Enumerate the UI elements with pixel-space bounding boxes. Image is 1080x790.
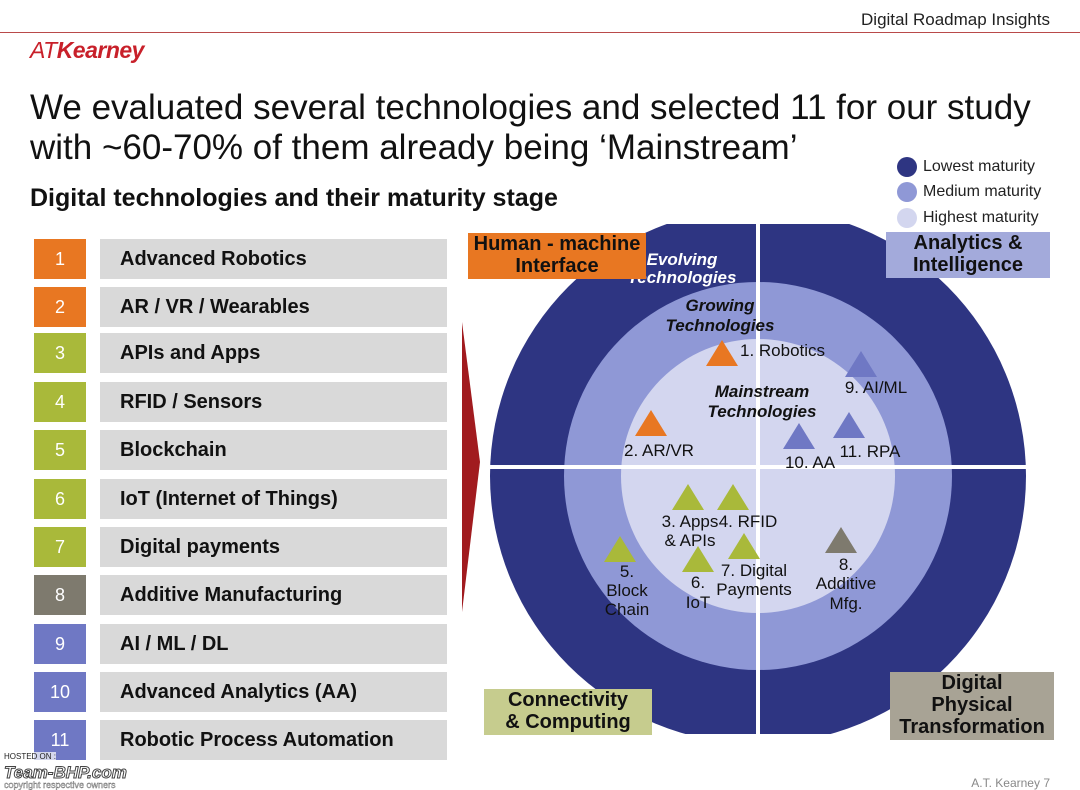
tech-number-3: 3 [34,333,86,373]
iot-marker-icon [682,546,714,572]
logo-prefix: AT [30,37,57,63]
quadrant-analytics-line1: Analytics & [913,232,1023,254]
aiml-marker-icon [845,351,877,377]
tech-number-5: 5 [34,430,86,470]
legend-dot-icon [897,157,917,177]
legend-item-medium: Medium maturity [897,181,1041,203]
ring-label-growing-1: Growing [686,296,756,315]
ring-label-growing-2: Technologies [666,316,775,335]
tech-number-2: 2 [34,287,86,327]
tech-label-7: Digital payments [100,527,447,567]
watermark-brand: Team-BHP.com [4,763,128,782]
legend-label: Medium maturity [923,183,1042,200]
apps-label-2: & APIs [664,531,715,550]
legend-dot-icon [897,208,917,228]
tech-label-9: AI / ML / DL [100,624,447,664]
quadrant-connectivity-line2: & Computing [505,711,631,733]
block-marker-icon [604,536,636,562]
block-label-3: Chain [605,600,649,619]
legend-dot-icon [897,182,917,202]
legend-item-highest: Highest maturity [897,207,1039,229]
apps-marker-icon [672,484,704,510]
tech-number-9: 9 [34,624,86,664]
quadrant-digital-physical-line1: Digital [941,672,1003,694]
aa-label: 10. AA [785,453,836,472]
legend-label: Highest maturity [923,209,1039,226]
tech-label-4: RFID / Sensors [100,382,447,422]
additive-label-2: Additive [816,574,876,593]
tech-number-7: 7 [34,527,86,567]
robotics-marker-icon [706,340,738,366]
tech-label-5: Blockchain [100,430,447,470]
tech-number-6: 6 [34,479,86,519]
quadrant-human-machine: Human - machine Interface [468,233,646,279]
payments-marker-icon [728,533,760,559]
ring-label-mainstream-2: Technologies [708,402,817,421]
payments-label-2: Payments [716,580,792,599]
rfid-label: 4. RFID [719,512,778,531]
payments-label-1: 7. Digital [721,561,787,580]
watermark-hosted: HOSTED ON : [4,752,57,761]
maturity-diagram: Evolving Technologies Growing Technologi… [480,224,1036,734]
tech-number-4: 4 [34,382,86,422]
tech-label-1: Advanced Robotics [100,239,447,279]
legend-item-lowest: Lowest maturity [897,156,1035,178]
quadrant-digital-physical: Digital Physical Transformation [890,672,1054,740]
tech-label-2: AR / VR / Wearables [100,287,447,327]
rfid-marker-icon [717,484,749,510]
quadrant-connectivity: Connectivity & Computing [484,689,652,735]
tech-label-8: Additive Manufacturing [100,575,447,615]
tech-number-1: 1 [34,239,86,279]
tech-label-11: Robotic Process Automation [100,720,447,760]
ring-label-evolving-2: Technologies [628,268,737,287]
rpa-label: 11. RPA [840,442,901,461]
pointer-arrow-icon [462,322,480,612]
additive-label-1: 8. [839,555,853,574]
watermark: HOSTED ON : Team-BHP.com copyright respe… [4,746,127,790]
ring-label-mainstream-1: Mainstream [715,382,809,401]
additive-marker-icon [825,527,857,553]
watermark-copyright: copyright respective owners [4,780,116,790]
tech-label-10: Advanced Analytics (AA) [100,672,447,712]
quadrant-analytics: Analytics & Intelligence [886,232,1050,278]
tech-number-8: 8 [34,575,86,615]
arvr-label: 2. AR/VR [624,441,694,460]
slide-subtitle: Digital technologies and their maturity … [30,184,558,212]
quadrant-connectivity-line1: Connectivity [507,689,629,711]
iot-label-2: IoT [686,593,711,612]
robotics-label: 1. Robotics [740,341,825,360]
quadrant-digital-physical-line2: Physical [931,694,1013,716]
arvr-marker-icon [635,410,667,436]
tech-label-3: APIs and Apps [100,333,447,373]
block-label-1: 5. [620,562,634,581]
logo-name: Kearney [56,37,145,63]
rpa-marker-icon [833,412,865,438]
legend-label: Lowest maturity [923,158,1036,175]
logo: ATKearney [30,37,144,64]
quadrant-analytics-line2: Intelligence [912,254,1024,276]
additive-label-3: Mfg. [829,594,862,613]
header-title: Digital Roadmap Insights [861,10,1050,29]
iot-label-1: 6. [691,573,705,592]
quadrant-digital-physical-line3: Transformation [899,716,1045,738]
quadrant-human-machine-line2: Interface [515,255,599,277]
header-divider [0,32,1080,33]
page-number: A.T. Kearney 7 [971,776,1050,790]
tech-number-10: 10 [34,672,86,712]
aa-marker-icon [783,423,815,449]
slide-title: We evaluated several technologies and se… [30,88,1031,167]
ring-label-evolving-1: Evolving [647,250,718,269]
tech-label-6: IoT (Internet of Things) [100,479,447,519]
quadrant-human-machine-line1: Human - machine [473,233,641,255]
aiml-label: 9. AI/ML [845,378,907,397]
block-label-2: Block [606,581,648,600]
apps-label-1: 3. Apps [662,512,719,531]
